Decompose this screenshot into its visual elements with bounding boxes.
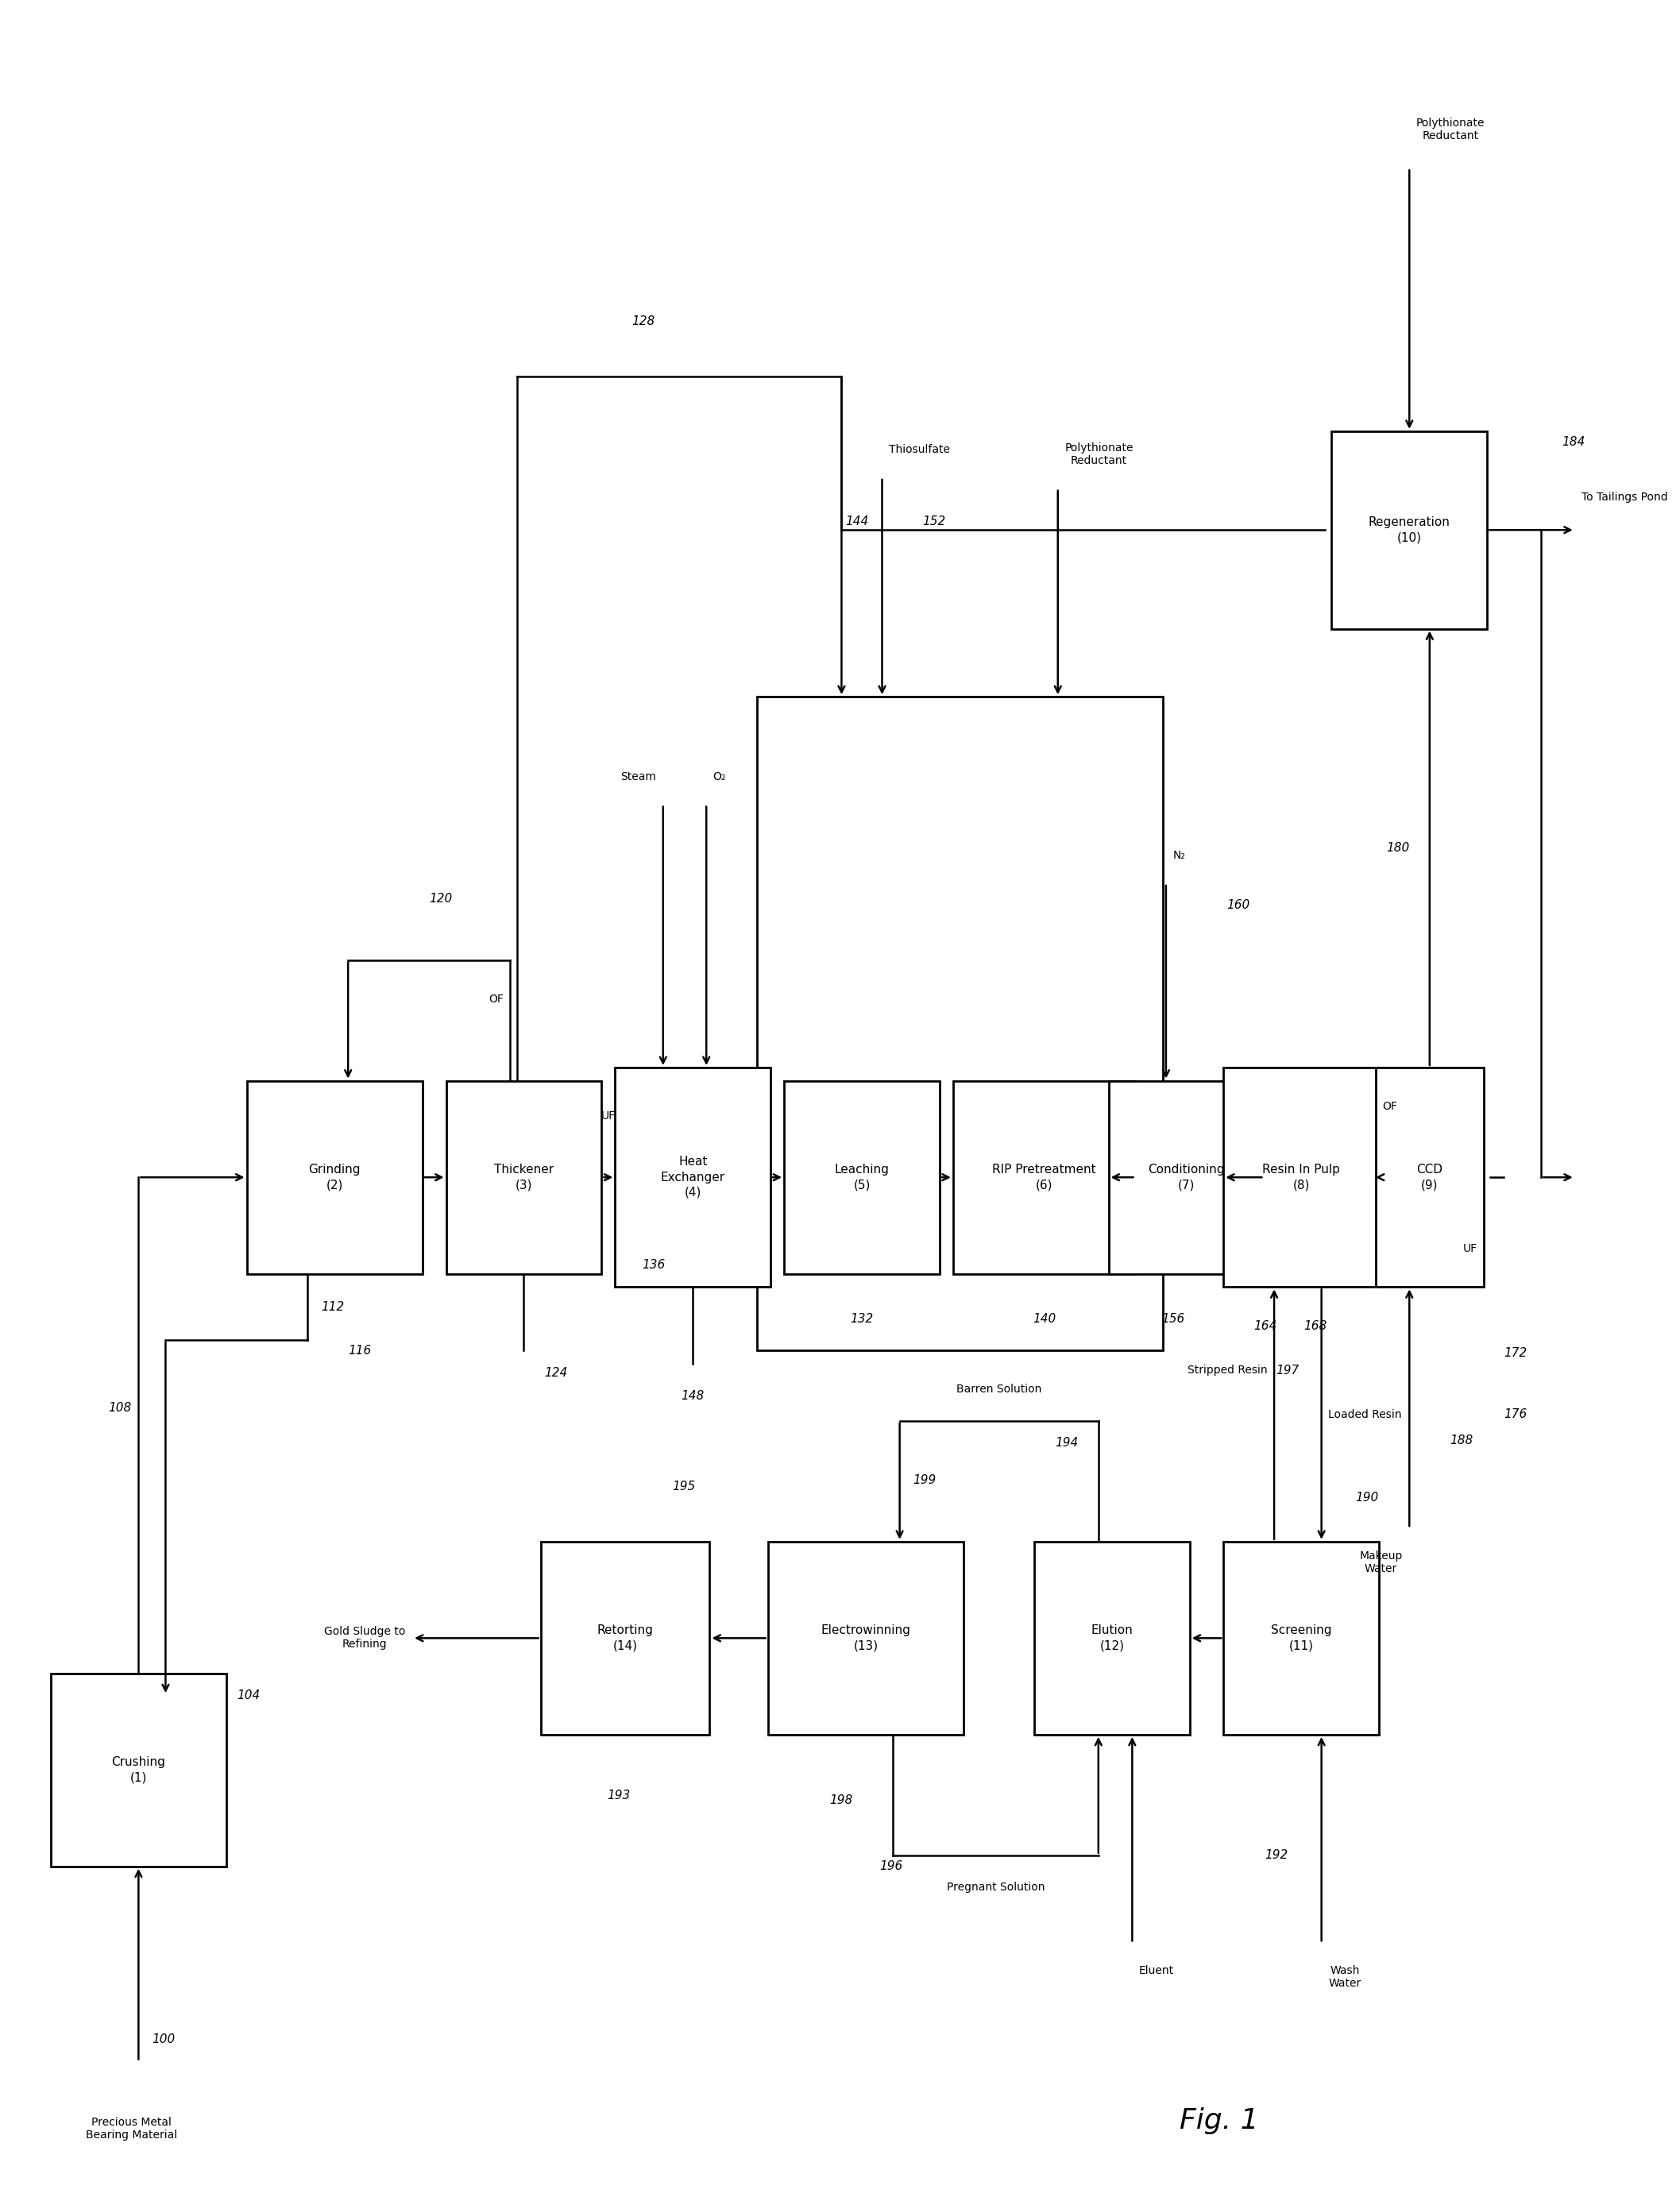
Text: 116: 116 [348,1345,371,1356]
Text: O₂: O₂ [712,770,726,781]
Text: UF: UF [601,1109,615,1123]
Text: 124: 124 [544,1367,568,1378]
Text: N₂: N₂ [1173,850,1186,861]
Bar [1376,1067,1483,1288]
Bar [1035,1541,1189,1734]
Text: 184: 184 [1561,436,1584,449]
Text: Fig. 1: Fig. 1 [1179,2106,1258,2135]
Text: Makeup
Water: Makeup Water [1359,1550,1403,1574]
Text: 144: 144 [845,515,869,528]
Text: Gold Sludge to
Refining: Gold Sludge to Refining [324,1627,405,1651]
Text: Grinding
(2): Grinding (2) [309,1164,361,1191]
Text: 172: 172 [1504,1347,1527,1358]
Text: CCD
(9): CCD (9) [1416,1164,1443,1191]
Text: 156: 156 [1161,1314,1184,1325]
Text: 192: 192 [1265,1849,1287,1862]
Text: Retorting
(14): Retorting (14) [596,1624,654,1651]
Text: 104: 104 [237,1688,260,1701]
Text: 176: 176 [1504,1409,1527,1420]
Bar [50,1673,227,1866]
Text: 197: 197 [1277,1365,1299,1376]
Text: Barren Solution: Barren Solution [956,1384,1042,1395]
Text: Steam: Steam [620,770,657,781]
Text: Pregnant Solution: Pregnant Solution [946,1882,1045,1893]
Text: RIP Pretreatment
(6): RIP Pretreatment (6) [993,1164,1097,1191]
Bar [1223,1541,1379,1734]
Text: Resin In Pulp
(8): Resin In Pulp (8) [1262,1164,1341,1191]
Bar [758,698,1163,1351]
Text: Regeneration
(10): Regeneration (10) [1369,517,1450,544]
Text: 160: 160 [1226,900,1250,911]
Text: Conditioning
(7): Conditioning (7) [1147,1164,1225,1191]
Text: Screening
(11): Screening (11) [1270,1624,1332,1651]
Text: 194: 194 [1055,1437,1079,1448]
Text: Leaching
(5): Leaching (5) [835,1164,889,1191]
Text: 132: 132 [850,1314,874,1325]
Text: To Tailings Pond: To Tailings Pond [1583,491,1668,502]
Text: 152: 152 [922,515,946,528]
Text: 148: 148 [680,1391,704,1402]
Bar [1223,1067,1379,1288]
Text: Eluent: Eluent [1139,1965,1174,1976]
Text: Crushing
(1): Crushing (1) [111,1756,165,1783]
Text: Loaded Resin: Loaded Resin [1329,1409,1401,1420]
Bar [1332,431,1487,629]
Text: 168: 168 [1304,1321,1327,1332]
Text: 188: 188 [1450,1435,1473,1446]
Bar [541,1541,709,1734]
Text: Thiosulfate: Thiosulfate [889,445,949,456]
Text: 193: 193 [606,1789,630,1800]
Text: 196: 196 [879,1860,902,1873]
Bar [247,1081,422,1274]
Text: Precious Metal
Bearing Material: Precious Metal Bearing Material [86,2117,178,2142]
Text: 140: 140 [1033,1314,1057,1325]
Text: OF: OF [1383,1100,1398,1112]
Text: 180: 180 [1386,843,1410,854]
Text: 195: 195 [672,1481,696,1492]
Bar [1109,1081,1263,1274]
Text: Electrowinning
(13): Electrowinning (13) [822,1624,911,1651]
Text: 120: 120 [428,894,452,905]
Text: Stripped Resin: Stripped Resin [1188,1365,1267,1376]
Text: 108: 108 [109,1402,131,1413]
Text: 128: 128 [632,315,655,328]
Text: 112: 112 [321,1301,344,1312]
Text: 100: 100 [151,2034,175,2045]
Text: Wash
Water: Wash Water [1329,1965,1361,1990]
Text: Heat
Exchanger
(4): Heat Exchanger (4) [660,1156,726,1200]
Text: OF: OF [489,995,504,1006]
Text: UF: UF [1463,1244,1477,1255]
Text: Polythionate
Reductant: Polythionate Reductant [1416,117,1485,141]
Text: 198: 198 [830,1794,852,1807]
Text: Polythionate
Reductant: Polythionate Reductant [1065,442,1134,467]
Text: 199: 199 [914,1475,936,1486]
Bar [785,1081,939,1274]
Bar [615,1067,771,1288]
Text: 190: 190 [1356,1492,1379,1503]
Text: Elution
(12): Elution (12) [1090,1624,1132,1651]
Text: 164: 164 [1253,1321,1277,1332]
Bar [953,1081,1136,1274]
Text: 136: 136 [642,1259,665,1270]
Text: Thickener
(3): Thickener (3) [494,1164,554,1191]
Bar [768,1541,964,1734]
Bar [447,1081,601,1274]
